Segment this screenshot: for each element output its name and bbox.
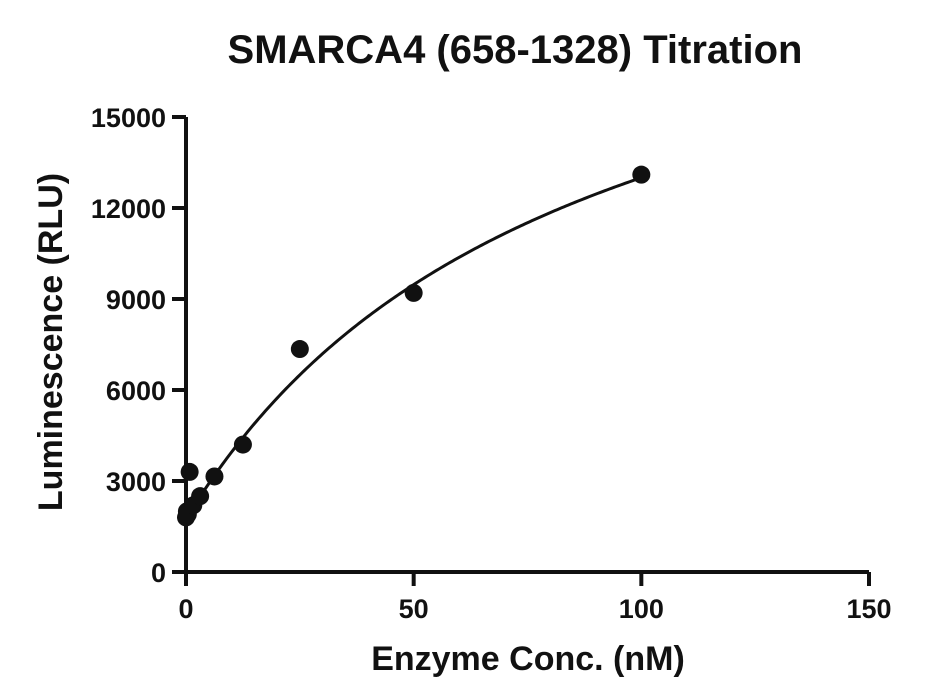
data-point [180,462,199,481]
fit-layer [184,176,642,520]
y-tick-label: 0 [151,558,166,588]
y-tick-label: 15000 [91,103,166,133]
x-tick-label: 0 [178,594,193,624]
data-point [404,283,423,302]
data-point [205,467,224,486]
y-tick-label: 3000 [106,467,166,497]
x-tick-label: 150 [846,594,891,624]
axes: 0 3000 6000 9000 12000 15000 0 50 100 150 [91,103,892,624]
fit-curve [184,176,642,520]
y-axis-label: Luminescence (RLU) [32,173,70,511]
y-tick-label: 6000 [106,376,166,406]
data-point [632,165,651,184]
data-point [290,340,309,359]
x-tick-label: 100 [619,594,664,624]
y-tick-label: 9000 [106,285,166,315]
chart-title: SMARCA4 (658-1328) Titration [228,28,803,72]
points-layer [177,165,651,527]
x-tick-label: 50 [399,594,429,624]
y-tick-label: 12000 [91,194,166,224]
x-axis-label: Enzyme Conc. (nM) [371,640,685,678]
data-point [191,487,210,506]
data-point [233,435,252,454]
